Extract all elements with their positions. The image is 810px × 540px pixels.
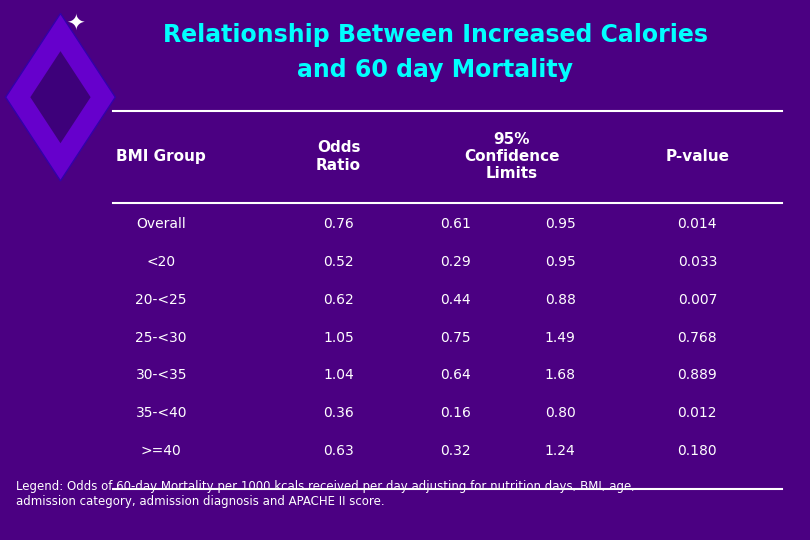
Text: 0.889: 0.889: [677, 368, 717, 382]
Text: <20: <20: [147, 255, 176, 269]
Text: 0.16: 0.16: [440, 406, 471, 420]
Text: 0.61: 0.61: [440, 217, 471, 231]
Text: 0.76: 0.76: [323, 217, 354, 231]
Text: 0.007: 0.007: [678, 293, 717, 307]
Text: 25-<30: 25-<30: [135, 330, 187, 345]
Text: 0.63: 0.63: [323, 444, 354, 458]
Polygon shape: [6, 14, 115, 181]
Text: 0.32: 0.32: [440, 444, 471, 458]
Text: Relationship Between Increased Calories: Relationship Between Increased Calories: [163, 23, 708, 47]
Text: Overall: Overall: [136, 217, 186, 231]
Text: 0.88: 0.88: [545, 293, 576, 307]
Text: BMI Group: BMI Group: [117, 149, 206, 164]
Text: and 60 day Mortality: and 60 day Mortality: [297, 58, 573, 82]
Text: 0.012: 0.012: [678, 406, 717, 420]
Text: P-value: P-value: [665, 149, 729, 164]
Text: ✦: ✦: [66, 14, 84, 35]
Text: 95%
Confidence
Limits: 95% Confidence Limits: [464, 132, 560, 181]
Text: 0.52: 0.52: [323, 255, 354, 269]
Text: 0.64: 0.64: [440, 368, 471, 382]
Text: 1.68: 1.68: [545, 368, 576, 382]
Text: 0.95: 0.95: [545, 217, 576, 231]
Text: 0.014: 0.014: [678, 217, 717, 231]
Text: 0.75: 0.75: [440, 330, 471, 345]
Text: Legend: Odds of 60-day Mortality per 1000 kcals received per day adjusting for n: Legend: Odds of 60-day Mortality per 100…: [16, 480, 635, 508]
Polygon shape: [30, 51, 91, 143]
Text: 0.95: 0.95: [545, 255, 576, 269]
Text: 0.62: 0.62: [323, 293, 354, 307]
Text: 20-<25: 20-<25: [135, 293, 187, 307]
Text: 0.033: 0.033: [678, 255, 717, 269]
Text: 35-<40: 35-<40: [135, 406, 187, 420]
Text: 0.768: 0.768: [677, 330, 717, 345]
Text: 1.49: 1.49: [545, 330, 576, 345]
Text: 0.80: 0.80: [545, 406, 576, 420]
Text: 1.04: 1.04: [323, 368, 354, 382]
Text: 0.180: 0.180: [677, 444, 717, 458]
Text: 0.29: 0.29: [440, 255, 471, 269]
Text: 0.36: 0.36: [323, 406, 354, 420]
Text: 30-<35: 30-<35: [135, 368, 187, 382]
Text: 1.24: 1.24: [545, 444, 576, 458]
Text: 0.44: 0.44: [440, 293, 471, 307]
Text: 1.05: 1.05: [323, 330, 354, 345]
Text: Odds
Ratio: Odds Ratio: [316, 140, 361, 173]
Text: >=40: >=40: [141, 444, 181, 458]
